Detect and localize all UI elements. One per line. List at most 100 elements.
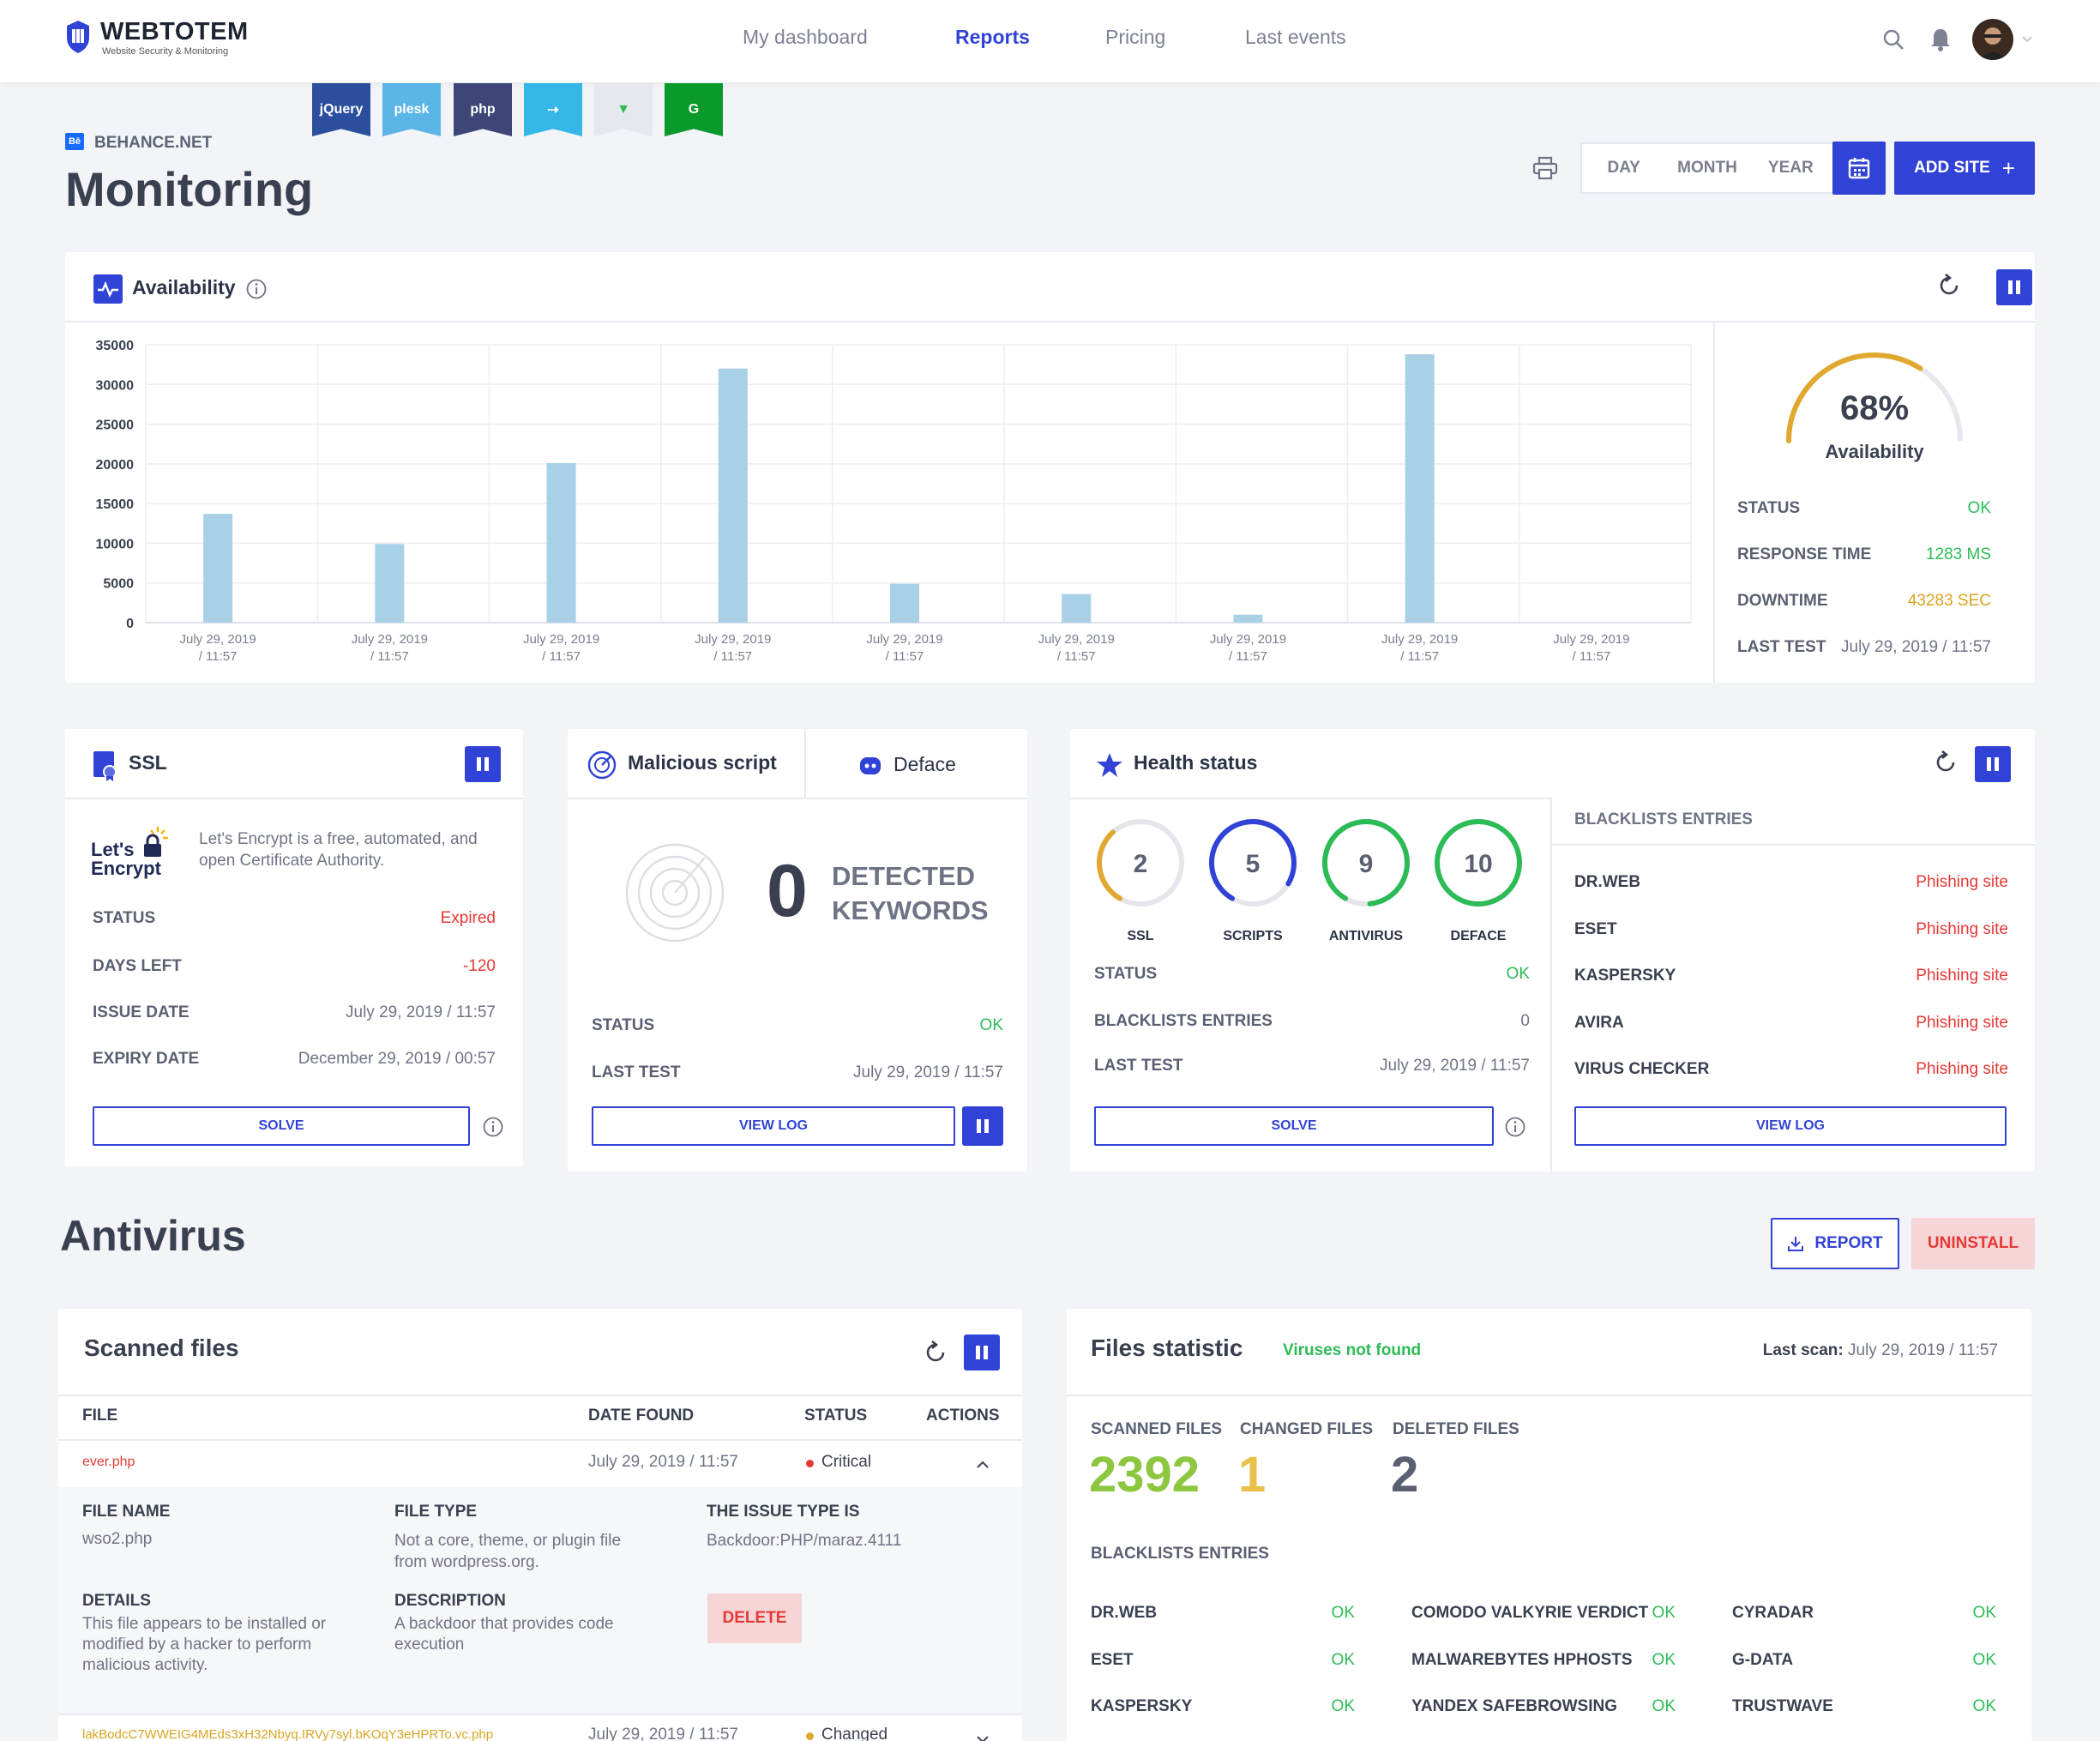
file-name-link[interactable]: ever.php	[82, 1455, 135, 1469]
blacklist-status: Phishing site	[1916, 1013, 2008, 1032]
chevron-down-icon[interactable]	[2020, 33, 2034, 46]
health-view-log-button[interactable]: VIEW LOG	[1574, 1106, 2007, 1146]
chart-bar[interactable]	[890, 583, 919, 623]
tab-malicious-script[interactable]: Malicious script	[628, 751, 777, 774]
health-ring-scripts[interactable]: 5 SCRIPTS	[1196, 806, 1309, 943]
info-icon[interactable]	[482, 1116, 504, 1138]
uninstall-button[interactable]: UNINSTALL	[1911, 1218, 2035, 1269]
tech-badge[interactable]: G	[665, 83, 723, 136]
expiry-date-value: December 29, 2019 / 00:57	[298, 1050, 496, 1068]
ssl-pause-button[interactable]	[465, 746, 501, 782]
webtotem-logo-icon[interactable]	[65, 19, 91, 59]
malicious-view-log-button[interactable]: VIEW LOG	[592, 1106, 955, 1146]
scanned-pause-button[interactable]	[964, 1334, 1000, 1371]
delete-button[interactable]: DELETE	[707, 1593, 802, 1643]
blacklist-status: OK	[1652, 1697, 1676, 1715]
tech-badge[interactable]: plesk	[382, 83, 441, 136]
malicious-status-value: OK	[979, 1016, 1003, 1034]
health-ring-antivirus[interactable]: 9 ANTIVIRUS	[1309, 806, 1422, 943]
divider	[1713, 322, 1715, 683]
health-status-card: Health status 2 SSL 5 SCRIPTS 9 ANTIVIRUS 10 DE…	[1070, 729, 2035, 1172]
chevron-down-icon[interactable]	[976, 1732, 993, 1741]
refresh-icon[interactable]	[1931, 748, 1962, 779]
top-header: WEBTOTEM Website Security & Monitoring M…	[0, 0, 2100, 82]
tech-badge[interactable]: ▼	[594, 83, 653, 136]
tech-badge[interactable]: php	[454, 83, 512, 136]
last-scan-label: Last scan:	[1762, 1341, 1844, 1359]
health-ring-deface[interactable]: 10 DEFACE	[1435, 819, 1522, 943]
search-icon[interactable]	[1880, 26, 1907, 53]
ring-number: 10	[1464, 850, 1492, 878]
response-time-value: 1283 MS	[1925, 545, 1991, 563]
pulse-icon	[93, 274, 123, 304]
refresh-icon[interactable]	[921, 1338, 952, 1369]
chart-bar[interactable]	[1405, 354, 1435, 623]
pause-button[interactable]	[1996, 269, 2032, 305]
calendar-button[interactable]	[1832, 142, 1886, 195]
blacklists-title: BLACKLISTS ENTRIES	[1574, 810, 1753, 828]
blacklist-name: ESET	[1091, 1650, 1134, 1669]
range-day[interactable]: DAY	[1607, 159, 1640, 177]
health-pause-button[interactable]	[1975, 746, 2011, 782]
add-site-button[interactable]: ADD SITE +	[1894, 142, 2035, 195]
ring-progress	[1435, 819, 1522, 907]
chart-bar[interactable]	[546, 462, 576, 623]
health-solve-button[interactable]: SOLVE	[1094, 1106, 1494, 1146]
logo-name: WEBTOTEM	[100, 18, 249, 45]
bell-icon[interactable]	[1927, 26, 1954, 53]
letsencrypt-logo-top: Let's	[91, 839, 135, 860]
col-status[interactable]: STATUS	[804, 1407, 868, 1425]
range-month[interactable]: MONTH	[1677, 159, 1737, 177]
health-last-test-value: July 29, 2019 / 11:57	[1380, 1057, 1530, 1075]
blacklist-name: AVIRA	[1574, 1013, 1624, 1032]
chart-bar[interactable]	[1233, 614, 1263, 623]
divider	[58, 1439, 1022, 1441]
ssl-solve-button[interactable]: SOLVE	[93, 1106, 470, 1146]
tech-badge[interactable]: jQuery	[312, 83, 370, 136]
site-name[interactable]: BEHANCE.NET	[94, 134, 213, 152]
range-year[interactable]: YEAR	[1767, 159, 1814, 177]
y-tick-label: 20000	[96, 458, 135, 473]
response-time-label: RESPONSE TIME	[1737, 545, 1872, 563]
gauge-label: Availability	[1825, 441, 1924, 462]
letsencrypt-logo: Let's Encrypt	[91, 840, 161, 878]
ssl-status-value: Expired	[440, 909, 496, 927]
tech-badge[interactable]: ⇢	[524, 83, 582, 136]
keywords-label: KEYWORDS	[832, 895, 989, 925]
nav-reports[interactable]: Reports	[955, 26, 1030, 48]
info-icon[interactable]	[245, 278, 268, 300]
health-ring-ssl[interactable]: 2 SSL	[1084, 806, 1196, 943]
lock-icon	[135, 825, 170, 859]
detail-issue: Backdoor:PHP/maraz.4111	[707, 1532, 902, 1550]
blacklist-name: VIRUS CHECKER	[1574, 1060, 1710, 1078]
chart-bar[interactable]	[203, 514, 233, 623]
file-name-link[interactable]: lakBodcC7WWEIG4MEds3xH32Nbyq.IRVy7syl.bK…	[82, 1727, 494, 1741]
nav-last-events[interactable]: Last events	[1245, 26, 1346, 48]
nav-my-dashboard[interactable]: My dashboard	[743, 26, 868, 48]
chart-bar[interactable]	[1062, 593, 1092, 623]
y-tick-label: 5000	[103, 577, 134, 592]
col-file[interactable]: FILE	[82, 1407, 118, 1425]
tab-deface[interactable]: Deface	[894, 753, 956, 775]
blacklist-status: Phishing site	[1916, 1060, 2008, 1078]
ssl-title: SSL	[129, 751, 167, 774]
chevron-up-icon[interactable]	[976, 1458, 993, 1470]
chart-bar[interactable]	[375, 544, 405, 623]
nav-pricing[interactable]: Pricing	[1105, 26, 1166, 48]
refresh-icon[interactable]	[1935, 271, 1965, 302]
blacklist-status: OK	[1652, 1604, 1676, 1622]
star-icon	[1096, 751, 1123, 779]
avatar[interactable]	[1972, 19, 2013, 60]
detail-description: A backdoor that provides code execution	[394, 1615, 614, 1654]
blacklist-name: CYRADAR	[1732, 1604, 1814, 1622]
y-tick-label: 25000	[96, 419, 135, 433]
chart-bar[interactable]	[718, 368, 748, 623]
print-icon[interactable]	[1531, 154, 1559, 182]
table-row[interactable]: lakBodcC7WWEIG4MEds3xH32Nbyq.IRVy7syl.bK…	[58, 1715, 1022, 1741]
col-date-found[interactable]: DATE FOUND	[588, 1407, 695, 1425]
report-button[interactable]: REPORT	[1771, 1218, 1899, 1269]
info-icon[interactable]	[1504, 1116, 1526, 1138]
table-row[interactable]: ever.php July 29, 2019 / 11:57 Critical	[58, 1441, 1022, 1487]
ssl-card: SSL Let's Encrypt Let's Encrypt is a fre…	[65, 729, 523, 1166]
malicious-pause-button[interactable]	[962, 1106, 1003, 1146]
